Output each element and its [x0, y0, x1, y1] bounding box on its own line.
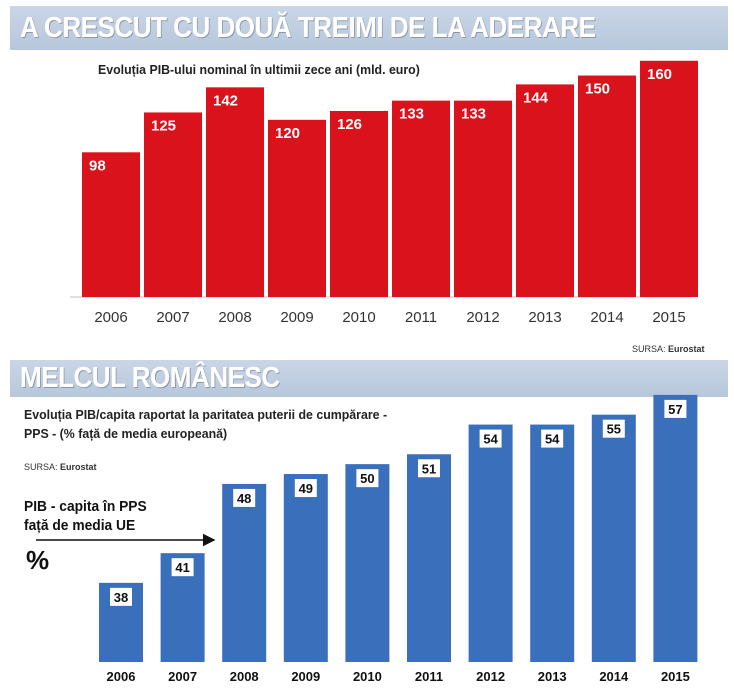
chart2-value-box-2014 — [602, 419, 625, 438]
chart2-source-label: SURSA: — [24, 462, 58, 472]
chart1-value-label-2008: 142 — [213, 92, 238, 109]
chart1-value-label-2007: 125 — [151, 117, 176, 134]
chart2-value-box-2008 — [233, 488, 256, 507]
chart2-value-label-2015: 57 — [668, 402, 682, 417]
chart2-value-box-2013 — [541, 429, 564, 448]
chart1-title: A CRESCUT CU DOUĂ TREIMI DE LA ADERARE — [20, 12, 596, 44]
chart2-value-box-2012 — [479, 429, 502, 448]
chart1-tick-label-2008: 2008 — [218, 309, 251, 326]
chart1-value-label-2013: 144 — [523, 89, 549, 106]
chart2-bar-2012 — [468, 424, 513, 662]
chart1-bar-2015 — [640, 60, 698, 297]
chart1-value-label-2015: 160 — [647, 66, 672, 83]
chart2-title: MELCUL ROMÂNESC — [20, 362, 280, 394]
chart2-value-label-2014: 55 — [607, 422, 621, 437]
chart2-bar-2011 — [407, 454, 451, 662]
chart1-tick-label-2012: 2012 — [466, 309, 499, 326]
chart2-bar-2010 — [345, 464, 390, 662]
chart1-tick-label-2015: 2015 — [652, 309, 685, 326]
chart1-value-label-2009: 120 — [275, 125, 300, 142]
chart2-value-label-2011: 51 — [422, 461, 436, 476]
chart2-tick-label-2012: 2012 — [476, 669, 505, 684]
chart2-value-label-2010: 50 — [360, 471, 374, 486]
chart2-tick-label-2015: 2015 — [661, 669, 690, 684]
chart2-tick-label-2014: 2014 — [599, 669, 629, 684]
chart1-bar-2006 — [82, 152, 140, 297]
chart2-value-label-2009: 49 — [299, 481, 313, 496]
chart1-bar-2014 — [578, 75, 636, 297]
chart1-tick-label-2010: 2010 — [342, 309, 375, 326]
chart1-bar-2013 — [516, 84, 574, 297]
chart2-annotation: PIB - capita în PPS față de media UE — [24, 498, 147, 534]
chart1-source-name: Eurostat — [668, 344, 705, 354]
chart2-subtitle: Evoluția PIB/capita raportat la paritate… — [24, 407, 388, 441]
chart2-banner: MELCUL ROMÂNESC — [10, 360, 728, 397]
chart1-value-label-2011: 133 — [399, 106, 424, 123]
chart2-value-box-2011 — [418, 459, 440, 478]
chart2-annotation-unit: % — [26, 545, 50, 575]
chart2-tick-label-2010: 2010 — [353, 669, 382, 684]
chart1-tick-label-2006: 2006 — [94, 309, 127, 326]
chart2-tick-label-2009: 2009 — [291, 669, 320, 684]
chart1-value-label-2006: 98 — [89, 157, 106, 174]
chart2-value-box-2007 — [171, 558, 194, 577]
chart2-value-label-2008: 48 — [237, 491, 251, 506]
chart2-bar-2015 — [653, 394, 698, 662]
chart1-source-label: SURSA: — [632, 344, 666, 354]
chart1-bar-2011 — [392, 100, 450, 297]
chart2-value-box-2006 — [110, 587, 132, 606]
chart2-bar-2013 — [530, 424, 575, 662]
chart2-value-box-2015 — [664, 399, 687, 418]
chart2-tick-label-2007: 2007 — [168, 669, 197, 684]
chart2-source-name: Eurostat — [60, 462, 97, 472]
chart1-bar-2012 — [454, 100, 512, 297]
chart2-tick-label-2013: 2013 — [538, 669, 567, 684]
chart1-tick-label-2009: 2009 — [280, 309, 313, 326]
chart2-value-label-2007: 41 — [175, 560, 189, 575]
chart2-value-label-2012: 54 — [483, 432, 498, 447]
chart1-banner: A CRESCUT CU DOUĂ TREIMI DE LA ADERARE — [10, 6, 728, 50]
chart1-tick-label-2013: 2013 — [528, 309, 561, 326]
chart2-value-label-2006: 38 — [114, 590, 128, 605]
chart2-source: SURSA: Eurostat — [24, 462, 97, 472]
chart2-tick-label-2006: 2006 — [107, 669, 136, 684]
chart1-value-label-2014: 150 — [585, 81, 610, 98]
chart1-tick-label-2007: 2007 — [156, 309, 189, 326]
chart2-value-box-2010 — [356, 469, 379, 488]
chart2-bar-2009 — [283, 474, 328, 662]
chart2-tick-label-2008: 2008 — [230, 669, 259, 684]
chart2-tick-label-2011: 2011 — [415, 669, 443, 684]
chart1-tick-label-2011: 2011 — [405, 309, 437, 326]
chart1-bar-2007 — [144, 112, 202, 297]
chart1-bar-2009 — [268, 119, 326, 297]
chart1-source: SURSA: Eurostat — [632, 344, 705, 354]
chart1-value-label-2012: 133 — [461, 106, 486, 123]
chart1-value-label-2010: 126 — [337, 116, 362, 133]
chart1-tick-label-2014: 2014 — [590, 309, 623, 326]
chart2-bar-2014 — [591, 414, 636, 662]
chart1-bar-2010 — [330, 110, 388, 297]
chart2-bar-2008 — [222, 483, 267, 662]
chart1-bar-2008 — [206, 87, 264, 297]
chart2-value-label-2013: 54 — [545, 432, 560, 447]
chart2-value-box-2009 — [294, 479, 317, 498]
chart1-subtitle: Evoluția PIB-ului nominal în ultimii zec… — [98, 62, 420, 77]
